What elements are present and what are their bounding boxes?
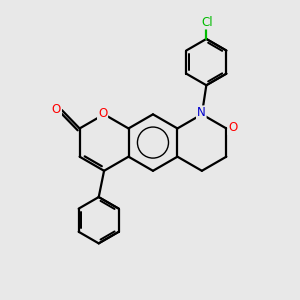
- Text: Cl: Cl: [201, 16, 213, 28]
- Text: O: O: [98, 107, 107, 120]
- Text: N: N: [197, 106, 206, 119]
- Text: O: O: [228, 122, 238, 134]
- Text: O: O: [52, 103, 61, 116]
